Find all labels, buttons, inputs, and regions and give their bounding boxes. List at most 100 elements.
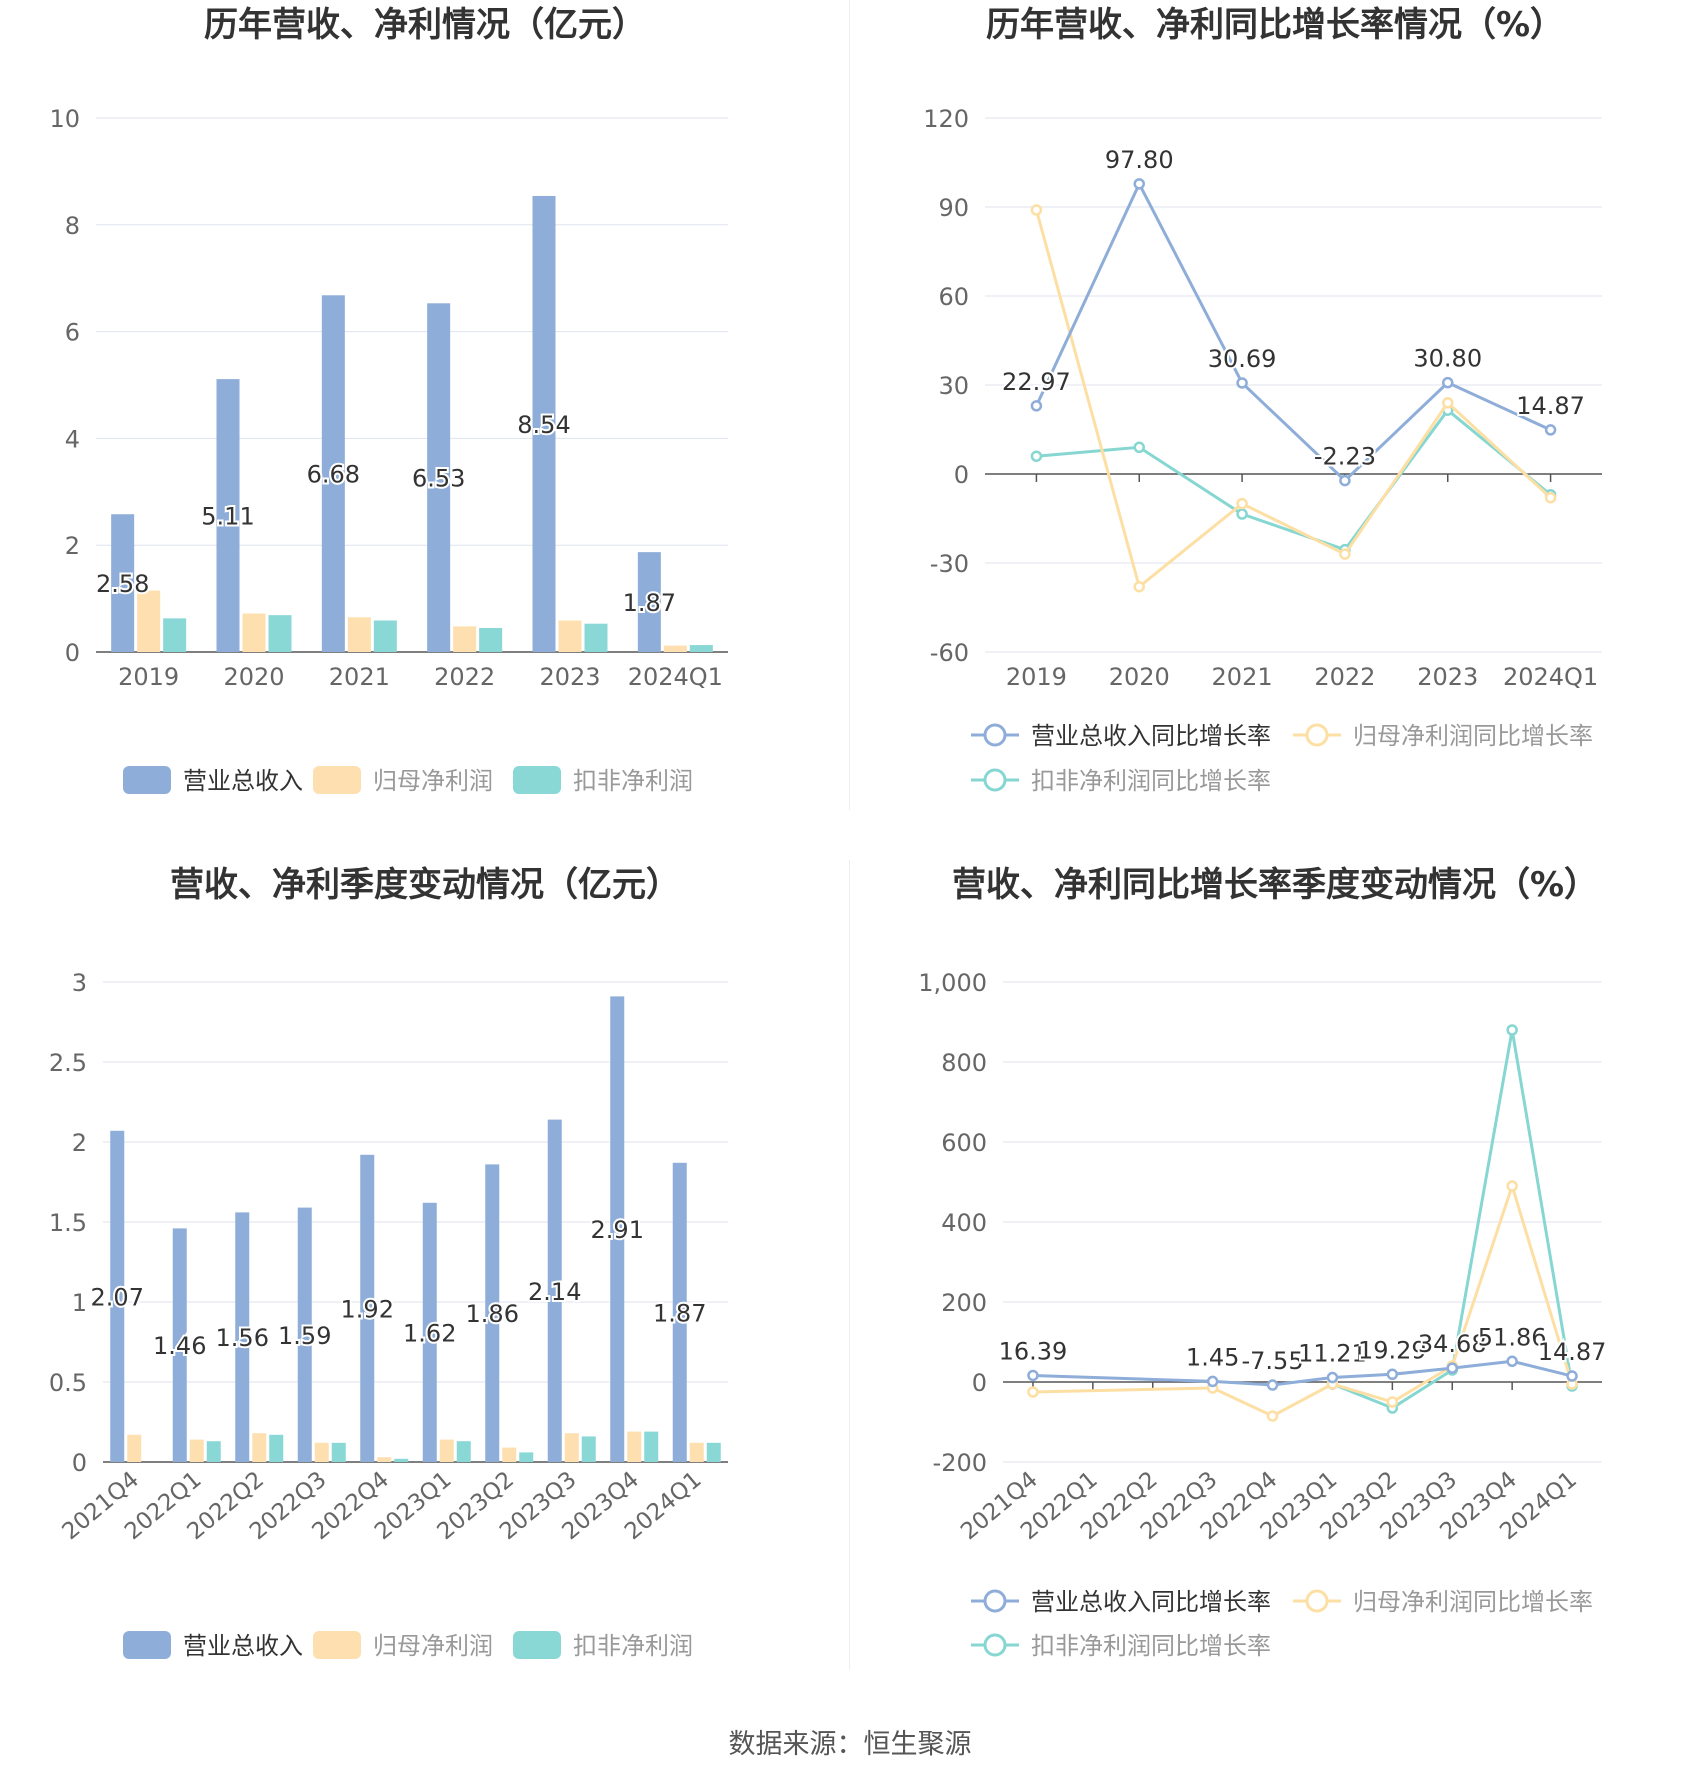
revenue-bar [321,295,345,652]
deducted-profit-bar [373,620,397,652]
revenue-growth-point [1326,1371,1339,1384]
deducted-profit-legend-marker [983,1633,1007,1657]
deducted-profit-legend-swatch [513,766,561,794]
parent-profit-growth-point [1133,580,1145,593]
revenue-bar [235,1212,250,1462]
revenue-bar [427,303,451,652]
x-tick-label: 2020 [1109,663,1170,691]
parent-profit-bar [439,1439,454,1462]
parent-profit-legend-marker [1305,1589,1329,1613]
parent-profit-legend-label: 归母净利润同比增长率 [1353,1588,1593,1616]
y-tick-label: 2.5 [49,1049,87,1077]
parent-profit-bar [663,645,687,652]
parent-profit-bar [377,1457,392,1462]
chart-title: 营收、净利季度变动情况（亿元） [170,865,680,905]
revenue-bar [547,1119,562,1462]
revenue-growth-point [1544,424,1557,436]
y-tick-label: 600 [941,1129,987,1157]
revenue-value-label: 1.59 [278,1322,331,1350]
annual-growth-panel: 历年营收、净利同比增长率情况（%） -60 -30 0 30 60 90 120 2019 202… [850,0,1700,860]
parent-profit-bar [558,620,582,652]
deducted-profit-bar [584,623,608,652]
y-tick-label: 2 [65,532,80,560]
revenue-value-label: 5.11 [201,503,254,531]
x-tick-label: 2024Q1 [1503,663,1598,691]
parent-profit-legend-swatch [313,766,361,794]
x-tick-label: 2019 [118,663,179,691]
revenue-growth-point [1566,1370,1578,1382]
revenue-legend-label: 营业总收入 [183,1632,303,1660]
revenue-growth-label: 97.80 [1105,146,1174,174]
revenue-growth-point [1506,1355,1518,1368]
deducted-profit-bar [394,1458,409,1462]
revenue-growth-point [1442,376,1454,389]
y-tick-label: 30 [938,372,969,400]
revenue-growth-point [1133,178,1145,190]
revenue-bar [610,996,625,1462]
revenue-bar [360,1154,375,1462]
x-tick-label: 2021 [329,663,390,691]
deducted-profit-bar [644,1431,659,1462]
quarterly-growth-panel: 营收、净利同比增长率季度变动情况（%） -200 0 200 400 600 800 1,00… [850,860,1700,1720]
deducted-profit-growth-line [1036,408,1552,552]
x-tick-label: 2022 [434,663,495,691]
revenue-growth-point [1030,400,1043,412]
y-tick-label: 60 [938,283,969,311]
revenue-bar [637,552,661,652]
data-source: 数据来源：恒生聚源 [728,1729,972,1760]
deducted-profit-bar [331,1442,346,1462]
parent-profit-growth-point [1027,1386,1039,1398]
y-tick-label: 0 [972,1369,987,1397]
revenue-growth-line [1032,1359,1573,1387]
revenue-growth-point [1206,1375,1219,1388]
y-tick-label: 0 [954,461,969,489]
parent-profit-bar [564,1433,579,1462]
parent-profit-bar [314,1442,329,1462]
revenue-growth-label: 14.87 [1516,392,1585,420]
revenue-growth-point [1446,1362,1458,1374]
deducted-profit-bar [163,618,187,652]
revenue-bar [485,1164,500,1462]
revenue-legend-label: 营业总收入 [183,767,303,795]
revenue-bar [672,1162,687,1462]
quarterly-amount-chart: 营收、净利季度变动情况（亿元）00.511.522.532021Q42022Q1… [49,865,728,1660]
parent-profit-bar [453,626,477,652]
top-divider [849,0,850,810]
annual-amount-chart: 历年营收、净利情况（亿元） 0 2 4 6 8 10 2019 2020 2021 2022 2023… [49,5,728,795]
revenue-bar [532,195,556,653]
chart-title: 历年营收、净利同比增长率情况（%） [986,5,1564,45]
parent-profit-bar [242,613,266,652]
parent-profit-growth-point [1386,1396,1399,1408]
x-tick-label: 2019 [1006,663,1067,691]
parent-profit-legend-label: 归母净利润 [373,767,493,795]
y-tick-label: 200 [941,1289,987,1317]
bottom-divider [849,860,850,1670]
revenue-value-label: 1.87 [623,589,676,617]
revenue-value-label: 6.53 [412,465,465,493]
parent-profit-growth-point [1266,1410,1279,1422]
deducted-profit-bar [206,1441,221,1462]
revenue-bar [297,1207,312,1462]
annual-amount-panel: 历年营收、净利情况（亿元） 0 2 4 6 8 10 2019 2020 2021 2022 2023… [0,0,850,860]
parent-profit-bar [127,1434,142,1462]
deducted-profit-legend-label: 扣非净利润 [573,767,693,795]
revenue-growth-point [1027,1369,1039,1382]
parent-profit-growth-line [1032,1181,1574,1418]
revenue-value-label: 1.46 [153,1332,206,1360]
revenue-bar [111,514,135,652]
parent-profit-growth-point [1030,204,1043,216]
parent-profit-bar [252,1433,267,1462]
revenue-legend-marker [983,1589,1007,1613]
deducted-profit-bar [689,645,713,652]
revenue-growth-point [1339,474,1351,487]
revenue-growth-line [1035,180,1552,483]
x-tick-label: 2021 [1212,663,1273,691]
y-tick-label: -200 [933,1449,987,1477]
y-tick-label: 0 [65,639,80,667]
revenue-legend-label: 营业总收入同比增长率 [1031,722,1271,750]
revenue-growth-point [1266,1379,1279,1391]
revenue-value-label: 6.68 [307,461,360,489]
y-tick-label: 1,000 [918,969,987,997]
x-tick-label: 2024Q1 [628,663,723,691]
parent-profit-legend-label: 归母净利润 [373,1632,493,1660]
